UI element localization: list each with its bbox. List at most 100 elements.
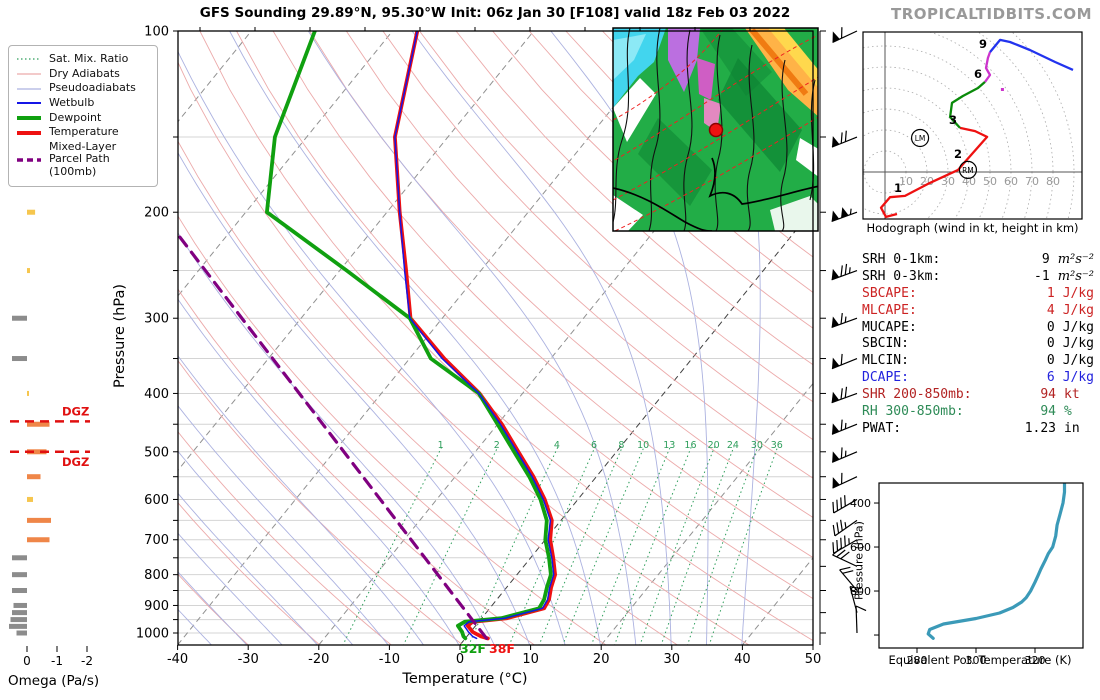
dry-adiabat-line <box>455 31 813 366</box>
thetae-temp-tick-label: 280 <box>907 654 928 667</box>
dry-adiabat-line <box>419 31 813 403</box>
legend: Sat. Mix. Ratio Dry Adiabats Pseudoadiabat… <box>8 45 158 187</box>
index-label: MLCIN: <box>862 353 909 369</box>
wind-barb <box>831 353 858 370</box>
hodograph-caption: Hodograph (wind in kt, height in km) <box>866 221 1079 235</box>
mixing-ratio-label: 10 <box>637 440 649 451</box>
index-row: MLCIN: 0 J/kg <box>862 352 1094 369</box>
pressure-tick-label: 200 <box>144 206 169 221</box>
thetae-pressure-tick-label: 600 <box>850 541 871 554</box>
index-unit: J/kg <box>1062 336 1094 352</box>
skewt-frame <box>177 30 814 646</box>
hodograph-ring-label: 10 <box>899 175 913 188</box>
index-label: MLCAPE: <box>862 302 917 318</box>
theta-e-panel: 400 600 800 280 300 320 <box>850 482 1084 667</box>
dry-adiabat-line <box>199 31 813 642</box>
omega-bar <box>27 390 29 396</box>
wind-barb <box>831 419 858 435</box>
omega-bar <box>12 572 27 578</box>
pseudoadiabat-line <box>411 31 672 645</box>
watermark: TROPICALTIDBITS.COM <box>891 5 1092 23</box>
index-value: 4 <box>1046 302 1055 318</box>
legend-item-label: Dewpoint <box>49 110 102 124</box>
dry-adiabat-line <box>178 360 464 645</box>
hodograph-ring-label: 80 <box>1046 175 1060 188</box>
map-isotherm-line <box>613 76 818 201</box>
omega-bar <box>27 209 36 215</box>
thetae-pressure-tick-label: 800 <box>850 585 871 598</box>
wind-barb <box>831 313 858 329</box>
dry-adiabat-line <box>178 288 536 645</box>
hodograph-ring-label: 30 <box>941 175 955 188</box>
pressure-tick-label: 500 <box>144 445 169 460</box>
pressure-tick-label: 300 <box>144 312 169 327</box>
index-label: SBCAPE: <box>862 285 917 301</box>
pseudoadiabat-line <box>178 571 248 645</box>
hodograph-height-label: 2 <box>954 147 962 161</box>
pseudoadiabat-line <box>178 232 495 645</box>
index-value: 0 <box>1046 353 1055 369</box>
legend-item: Mixed-Layer Parcel Path (100mb) <box>16 140 150 179</box>
dry-adiabat-line <box>178 140 679 645</box>
index-label: DCAPE: <box>862 370 909 386</box>
legend-item-label: Wetbulb <box>49 95 95 109</box>
hodograph-ring-label: 60 <box>1004 175 1018 188</box>
temperature-tick-label: 40 <box>734 652 751 667</box>
index-row: PWAT: 1.23 in <box>862 420 1094 437</box>
index-value: 6 <box>1046 370 1055 386</box>
index-value: 9 <box>1041 251 1050 267</box>
map-inset <box>612 27 819 232</box>
pseudoadiabat-line <box>178 405 389 645</box>
hodograph-ring-label: 20 <box>920 175 934 188</box>
omega-tick-label: 0 <box>23 654 31 668</box>
mixing-ratio-line <box>590 446 671 645</box>
omega-bar <box>27 268 30 274</box>
temperature-tick-label: 30 <box>664 652 681 667</box>
dry-adiabat-line <box>382 31 813 441</box>
pseudoadiabat-line <box>178 450 354 645</box>
dry-adiabat-line <box>178 502 321 645</box>
omega-bar <box>12 610 27 616</box>
temperature-tick-label: 50 <box>805 652 822 667</box>
pressure-tick-label: 1000 <box>136 627 169 642</box>
wind-barb <box>831 263 858 281</box>
mixing-ratio-label: 24 <box>727 440 739 451</box>
wind-barb <box>831 447 858 463</box>
index-value: 0 <box>1046 319 1055 335</box>
index-label: SRH 0-3km: <box>862 268 941 284</box>
wind-barb <box>831 386 858 404</box>
index-row: MLCAPE: 4 J/kg <box>862 302 1094 319</box>
dry-adiabat-line <box>528 31 813 293</box>
wind-barb <box>832 27 858 43</box>
omega-bar <box>27 537 50 543</box>
map-contour-line <box>780 59 788 231</box>
pseudoadiabat-line <box>178 355 425 645</box>
mixing-ratio-label: 2 <box>494 440 500 451</box>
dgz-label: DGZ <box>62 455 89 469</box>
legend-item: Dry Adiabats <box>16 67 150 81</box>
legend-swatch-dotted <box>17 58 41 60</box>
storm-motion-label: RM <box>962 166 974 175</box>
pseudoadiabat-line <box>178 298 460 645</box>
dry-adiabat-line <box>345 31 813 479</box>
mixing-ratio-label: 1 <box>438 440 444 451</box>
index-value: 1.23 <box>1024 420 1056 436</box>
legend-swatch-solid <box>17 87 41 90</box>
pseudoadiabat-line <box>229 31 601 645</box>
hodograph-height-label: 9 <box>979 37 987 51</box>
thetae-x-axis-label: Equivalent Pot. Temperature (K) <box>888 653 1072 667</box>
thetae-temp-tick-label: 300 <box>966 654 987 667</box>
mixing-ratio-label: 20 <box>708 440 720 451</box>
index-unit: % <box>1064 403 1072 419</box>
surface-dewpoint-label: 32F <box>460 641 486 656</box>
index-value: 94 <box>1040 387 1056 403</box>
index-row: SRH 0-3km: -1 m²s⁻² <box>862 268 1094 285</box>
index-unit: J/kg <box>1062 319 1094 335</box>
omega-panel: DGZ DGZ 0 -1 -2 <box>9 209 93 668</box>
index-unit: J/kg <box>1062 302 1094 318</box>
omega-bar <box>12 315 27 321</box>
index-unit: J/kg <box>1062 370 1094 386</box>
legend-item: Temperature <box>16 126 150 139</box>
storm-motion-circle <box>910 128 930 148</box>
